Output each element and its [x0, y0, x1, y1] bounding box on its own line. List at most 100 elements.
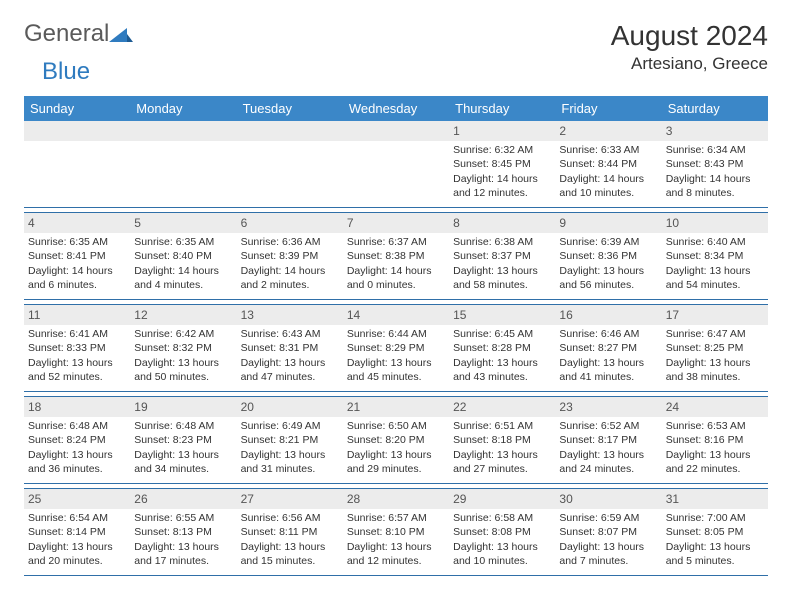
- weeks-container: 1Sunrise: 6:32 AMSunset: 8:45 PMDaylight…: [24, 121, 768, 576]
- day-number: 17: [662, 305, 768, 325]
- day-cell: [237, 121, 343, 207]
- sunset-line: Sunset: 8:31 PM: [241, 341, 339, 355]
- day-number: 1: [449, 121, 555, 141]
- weekday-header: Sunday: [24, 96, 130, 121]
- daylight-line: Daylight: 13 hours and 29 minutes.: [347, 448, 445, 476]
- daylight-line: Daylight: 14 hours and 8 minutes.: [666, 172, 764, 200]
- daylight-line: Daylight: 13 hours and 7 minutes.: [559, 540, 657, 568]
- day-number: 19: [130, 397, 236, 417]
- day-cell: 12Sunrise: 6:42 AMSunset: 8:32 PMDayligh…: [130, 305, 236, 391]
- daylight-line: Daylight: 14 hours and 0 minutes.: [347, 264, 445, 292]
- month-title: August 2024: [611, 20, 768, 52]
- sunset-line: Sunset: 8:23 PM: [134, 433, 232, 447]
- day-number: 3: [662, 121, 768, 141]
- sunset-line: Sunset: 8:13 PM: [134, 525, 232, 539]
- day-cell: 13 Sunrise: 6:43 AMSunset: 8:31 PMDayligh…: [237, 305, 343, 391]
- calendar: SundayMondayTuesdayWednesdayThursdayFrid…: [24, 96, 768, 576]
- sunset-line: Sunset: 8:29 PM: [347, 341, 445, 355]
- day-number: 31: [662, 489, 768, 509]
- day-number: 9: [555, 213, 661, 233]
- week-row: 11Sunrise: 6:41 AMSunset: 8:33 PMDayligh…: [24, 304, 768, 392]
- sunrise-line: Sunrise: 6:40 AM: [666, 235, 764, 249]
- sunset-line: Sunset: 8:05 PM: [666, 525, 764, 539]
- day-number: 16: [555, 305, 661, 325]
- sunset-line: Sunset: 8:36 PM: [559, 249, 657, 263]
- daylight-line: Daylight: 13 hours and 56 minutes.: [559, 264, 657, 292]
- week-row: 25Sunrise: 6:54 AMSunset: 8:14 PMDayligh…: [24, 488, 768, 576]
- day-number: [130, 121, 236, 141]
- sunrise-line: Sunrise: 6:58 AM: [453, 511, 551, 525]
- day-number: 28: [343, 489, 449, 509]
- daylight-line: Daylight: 14 hours and 6 minutes.: [28, 264, 126, 292]
- sunrise-line: Sunrise: 6:48 AM: [28, 419, 126, 433]
- sunrise-line: Sunrise: 6:43 AM: [241, 327, 339, 341]
- daylight-line: Daylight: 13 hours and 45 minutes.: [347, 356, 445, 384]
- sunset-line: Sunset: 8:21 PM: [241, 433, 339, 447]
- day-number: 27: [237, 489, 343, 509]
- day-cell: 5Sunrise: 6:35 AMSunset: 8:40 PMDaylight…: [130, 213, 236, 299]
- daylight-line: Daylight: 14 hours and 12 minutes.: [453, 172, 551, 200]
- day-number: 15: [449, 305, 555, 325]
- sunrise-line: Sunrise: 6:35 AM: [134, 235, 232, 249]
- sunrise-line: Sunrise: 6:59 AM: [559, 511, 657, 525]
- day-number: 29: [449, 489, 555, 509]
- sunset-line: Sunset: 8:07 PM: [559, 525, 657, 539]
- day-cell: [24, 121, 130, 207]
- sunset-line: Sunset: 8:41 PM: [28, 249, 126, 263]
- day-number: 22: [449, 397, 555, 417]
- week-row: 1Sunrise: 6:32 AMSunset: 8:45 PMDaylight…: [24, 121, 768, 208]
- day-number: 13: [237, 305, 343, 325]
- sunrise-line: Sunrise: 6:46 AM: [559, 327, 657, 341]
- day-cell: 20Sunrise: 6:49 AMSunset: 8:21 PMDayligh…: [237, 397, 343, 483]
- daylight-line: Daylight: 14 hours and 2 minutes.: [241, 264, 339, 292]
- sunset-line: Sunset: 8:18 PM: [453, 433, 551, 447]
- weekday-header: Monday: [130, 96, 236, 121]
- day-cell: 29Sunrise: 6:58 AMSunset: 8:08 PMDayligh…: [449, 489, 555, 575]
- day-cell: 9Sunrise: 6:39 AMSunset: 8:36 PMDaylight…: [555, 213, 661, 299]
- sunrise-line: Sunrise: 6:34 AM: [666, 143, 764, 157]
- sunrise-line: Sunrise: 6:44 AM: [347, 327, 445, 341]
- sunrise-line: Sunrise: 7:00 AM: [666, 511, 764, 525]
- daylight-line: Daylight: 13 hours and 27 minutes.: [453, 448, 551, 476]
- daylight-line: Daylight: 13 hours and 34 minutes.: [134, 448, 232, 476]
- weekday-header-row: SundayMondayTuesdayWednesdayThursdayFrid…: [24, 96, 768, 121]
- daylight-line: Daylight: 13 hours and 20 minutes.: [28, 540, 126, 568]
- sunrise-line: Sunrise: 6:32 AM: [453, 143, 551, 157]
- day-cell: 31Sunrise: 7:00 AMSunset: 8:05 PMDayligh…: [662, 489, 768, 575]
- day-number: 11: [24, 305, 130, 325]
- daylight-line: Daylight: 13 hours and 47 minutes.: [241, 356, 339, 384]
- daylight-line: Daylight: 13 hours and 17 minutes.: [134, 540, 232, 568]
- day-number: [237, 121, 343, 141]
- day-number: 20: [237, 397, 343, 417]
- daylight-line: Daylight: 13 hours and 22 minutes.: [666, 448, 764, 476]
- day-number: 2: [555, 121, 661, 141]
- day-cell: 11Sunrise: 6:41 AMSunset: 8:33 PMDayligh…: [24, 305, 130, 391]
- sunrise-line: Sunrise: 6:55 AM: [134, 511, 232, 525]
- day-cell: [130, 121, 236, 207]
- day-cell: 25Sunrise: 6:54 AMSunset: 8:14 PMDayligh…: [24, 489, 130, 575]
- sunrise-line: Sunrise: 6:33 AM: [559, 143, 657, 157]
- day-cell: 4Sunrise: 6:35 AMSunset: 8:41 PMDaylight…: [24, 213, 130, 299]
- sunrise-line: Sunrise: 6:52 AM: [559, 419, 657, 433]
- sunset-line: Sunset: 8:28 PM: [453, 341, 551, 355]
- sunset-line: Sunset: 8:16 PM: [666, 433, 764, 447]
- daylight-line: Daylight: 13 hours and 41 minutes.: [559, 356, 657, 384]
- sunset-line: Sunset: 8:11 PM: [241, 525, 339, 539]
- day-cell: 10Sunrise: 6:40 AMSunset: 8:34 PMDayligh…: [662, 213, 768, 299]
- sunset-line: Sunset: 8:39 PM: [241, 249, 339, 263]
- weekday-header: Friday: [555, 96, 661, 121]
- day-cell: 18Sunrise: 6:48 AMSunset: 8:24 PMDayligh…: [24, 397, 130, 483]
- day-number: [343, 121, 449, 141]
- day-cell: [343, 121, 449, 207]
- day-cell: 17Sunrise: 6:47 AMSunset: 8:25 PMDayligh…: [662, 305, 768, 391]
- sunrise-line: Sunrise: 6:41 AM: [28, 327, 126, 341]
- sunset-line: Sunset: 8:17 PM: [559, 433, 657, 447]
- daylight-line: Daylight: 13 hours and 24 minutes.: [559, 448, 657, 476]
- sunrise-line: Sunrise: 6:48 AM: [134, 419, 232, 433]
- sunset-line: Sunset: 8:37 PM: [453, 249, 551, 263]
- day-number: 24: [662, 397, 768, 417]
- daylight-line: Daylight: 13 hours and 12 minutes.: [347, 540, 445, 568]
- daylight-line: Daylight: 13 hours and 52 minutes.: [28, 356, 126, 384]
- day-cell: 27Sunrise: 6:56 AMSunset: 8:11 PMDayligh…: [237, 489, 343, 575]
- day-cell: 16Sunrise: 6:46 AMSunset: 8:27 PMDayligh…: [555, 305, 661, 391]
